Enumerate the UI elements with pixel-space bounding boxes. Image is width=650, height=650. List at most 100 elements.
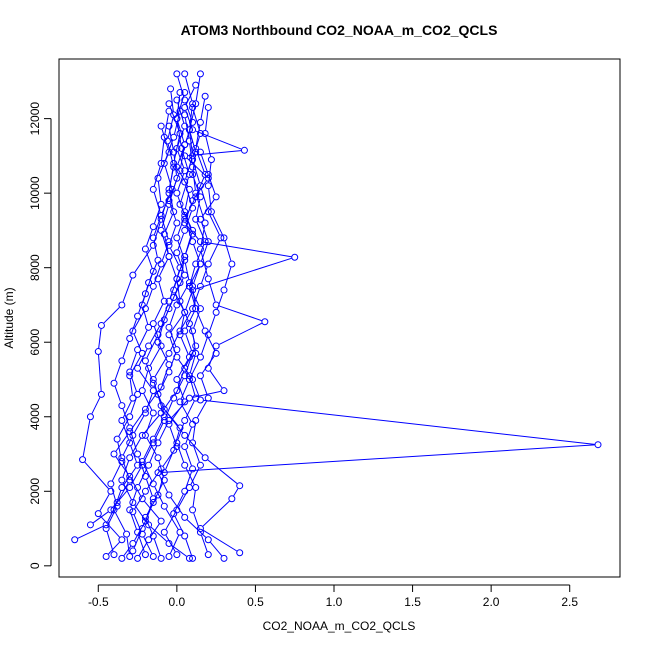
data-point: [149, 375, 157, 383]
data-point: [196, 238, 204, 246]
series-segment: [146, 471, 160, 489]
series-segment: [146, 252, 153, 269]
data-point: [204, 394, 212, 402]
data-point: [204, 238, 212, 246]
data-point: [126, 439, 134, 447]
series-segment: [123, 467, 137, 486]
series-segment: [196, 244, 205, 262]
data-point: [204, 171, 212, 179]
series-segment: [218, 322, 263, 345]
series-segment: [130, 431, 138, 451]
data-point: [86, 521, 94, 529]
series-segment: [209, 240, 220, 262]
data-point: [157, 465, 165, 473]
data-point: [189, 204, 197, 212]
data-point: [181, 398, 189, 406]
data-point: [236, 482, 244, 490]
series-segment: [134, 247, 152, 273]
series-segment: [133, 514, 142, 532]
series-segment: [108, 541, 120, 555]
data-point: [212, 193, 220, 201]
data-point: [192, 349, 200, 357]
series-segment: [153, 222, 161, 243]
data-point: [181, 443, 189, 451]
data-point: [181, 416, 189, 424]
y-tick-label: 10000: [28, 176, 42, 210]
series-segment: [130, 356, 142, 374]
data-point: [196, 182, 204, 190]
data-point: [154, 439, 162, 447]
series-segment: [169, 203, 177, 220]
y-axis-label: Altitude (m): [2, 287, 16, 348]
series-segment: [174, 270, 180, 287]
data-point: [192, 484, 200, 492]
series-segment: [129, 379, 133, 395]
data-point: [129, 271, 137, 279]
series-segment: [180, 337, 189, 355]
data-point: [196, 148, 204, 156]
series-segment: [170, 404, 184, 422]
series-segment: [167, 144, 174, 164]
data-point: [165, 185, 173, 193]
series-segment: [194, 180, 207, 199]
data-point: [220, 387, 228, 395]
series-segment: [202, 500, 230, 527]
series-segment: [224, 240, 232, 261]
data-point: [189, 156, 197, 164]
data-point: [129, 498, 137, 506]
data-point: [196, 396, 204, 404]
data-point: [107, 506, 115, 514]
data-point: [129, 547, 137, 555]
data-point: [149, 435, 157, 443]
data-point: [185, 185, 193, 193]
data-point: [134, 364, 142, 372]
data-point: [160, 297, 168, 305]
data-point: [113, 498, 121, 506]
series-segment: [91, 397, 101, 414]
series-segment: [150, 523, 160, 538]
data-point: [160, 528, 168, 536]
data-point: [173, 346, 181, 354]
series-segment: [122, 341, 130, 358]
data-point: [141, 517, 149, 525]
data-point: [173, 301, 181, 309]
data-point: [196, 70, 204, 78]
data-point: [291, 253, 299, 261]
series-segment: [153, 218, 161, 235]
data-point: [204, 103, 212, 111]
data-point: [181, 461, 189, 469]
series-segment: [134, 523, 145, 541]
series-segment: [154, 356, 168, 377]
series-segment: [189, 144, 193, 164]
data-point: [196, 305, 204, 313]
data-point: [170, 510, 178, 518]
data-point: [160, 230, 168, 238]
data-point: [160, 316, 168, 324]
data-point: [154, 454, 162, 462]
series-segment: [100, 515, 120, 538]
data-point: [141, 357, 149, 365]
series-segment: [130, 445, 137, 463]
series-segment: [134, 311, 145, 329]
data-point: [212, 349, 220, 357]
series-segment: [153, 166, 161, 187]
series-segment: [196, 222, 205, 239]
data-point: [157, 402, 165, 410]
series-segment: [158, 460, 164, 477]
series-segment: [195, 257, 292, 290]
series-2: [154, 81, 602, 562]
series-segment: [201, 222, 208, 239]
data-point: [149, 241, 157, 249]
data-point: [160, 476, 168, 484]
data-point: [110, 379, 118, 387]
data-point: [192, 215, 200, 223]
x-tick-label: 0.5: [247, 595, 264, 609]
y-tick-label: 4000: [28, 403, 42, 430]
data-point: [189, 554, 197, 562]
series-segment: [134, 504, 148, 523]
data-point: [157, 554, 165, 562]
series-segment: [165, 214, 173, 232]
data-point: [149, 282, 157, 290]
series-segment: [177, 196, 185, 213]
data-point: [189, 349, 197, 357]
